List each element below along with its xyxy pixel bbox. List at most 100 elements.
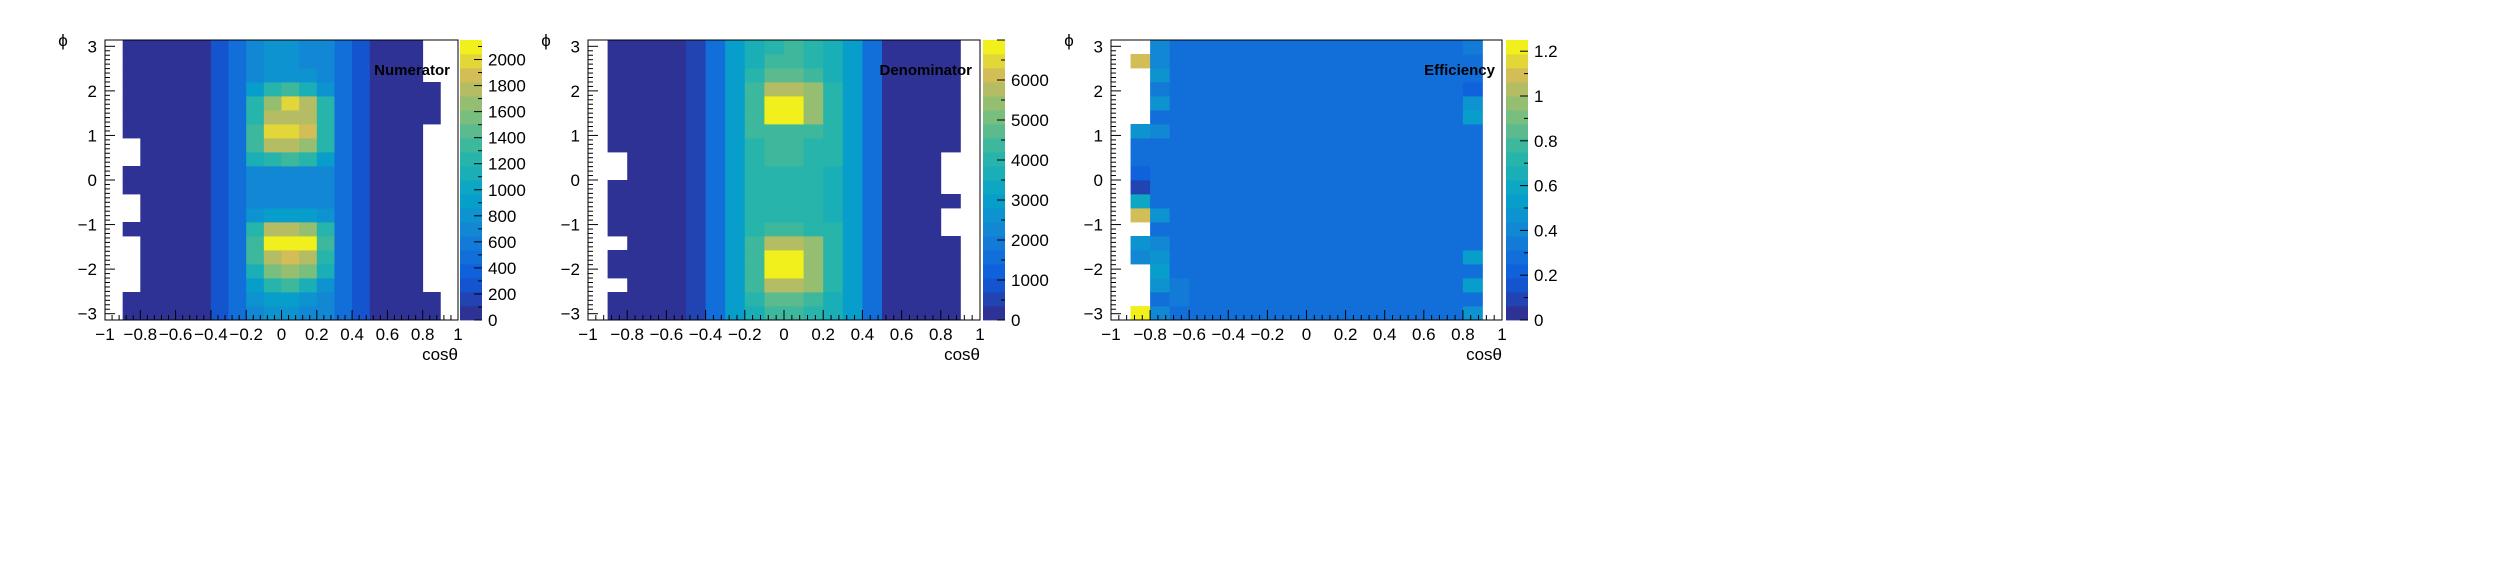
bin xyxy=(334,166,353,181)
bin xyxy=(1228,166,1249,181)
bin xyxy=(1384,180,1405,195)
bin xyxy=(1267,152,1288,167)
bin xyxy=(228,166,247,181)
bin xyxy=(299,180,318,195)
bin xyxy=(1404,264,1425,279)
bin xyxy=(725,250,746,265)
bin xyxy=(705,278,726,293)
bin xyxy=(607,138,628,153)
bin xyxy=(1423,152,1444,167)
bin xyxy=(387,40,406,55)
bin xyxy=(940,264,961,279)
x-tick-label: −0.2 xyxy=(728,325,762,344)
bin xyxy=(369,124,388,139)
bin xyxy=(1130,236,1151,251)
bin xyxy=(1443,96,1464,111)
bin xyxy=(1404,292,1425,307)
bin xyxy=(281,208,300,223)
bin xyxy=(1326,194,1346,209)
bin xyxy=(281,194,300,209)
bin xyxy=(901,166,922,181)
bin xyxy=(686,166,706,181)
bin xyxy=(627,40,648,55)
bin xyxy=(157,110,176,125)
bin xyxy=(193,264,212,279)
x-tick-label: −0.2 xyxy=(1251,325,1285,344)
bin xyxy=(1208,54,1229,69)
bin xyxy=(263,68,282,83)
bin xyxy=(316,166,335,181)
bin xyxy=(803,306,824,321)
bin xyxy=(1326,166,1346,181)
bin xyxy=(725,278,746,293)
bin xyxy=(882,208,902,223)
bin xyxy=(369,110,388,125)
histogram-title: Numerator xyxy=(374,62,450,79)
bin xyxy=(210,180,229,195)
bin xyxy=(1286,68,1307,83)
bin xyxy=(193,180,212,195)
bin xyxy=(299,110,318,125)
palette-band xyxy=(1506,194,1528,209)
bin xyxy=(1208,166,1229,181)
bin xyxy=(1384,40,1405,55)
bin xyxy=(842,96,863,111)
y-axis-title: ϕ xyxy=(58,31,68,50)
bin xyxy=(1247,236,1268,251)
bin xyxy=(334,194,353,209)
bin xyxy=(1443,194,1464,209)
bin xyxy=(1286,96,1307,111)
bin xyxy=(1150,180,1171,195)
bin xyxy=(627,82,648,97)
bin xyxy=(1306,180,1327,195)
bin xyxy=(387,194,406,209)
x-axis-title: cosθ xyxy=(1466,345,1502,364)
bin xyxy=(803,110,824,125)
bin xyxy=(686,264,706,279)
bin xyxy=(1169,194,1190,209)
bin xyxy=(263,40,282,55)
bin xyxy=(1189,166,1210,181)
bin xyxy=(140,194,159,209)
bin xyxy=(1326,40,1346,55)
bin xyxy=(1443,264,1464,279)
bin xyxy=(405,194,424,209)
bin xyxy=(1462,110,1483,125)
bin xyxy=(842,82,863,97)
bin xyxy=(334,82,353,97)
x-tick-label: 0 xyxy=(779,325,788,344)
bins xyxy=(122,40,441,321)
bin xyxy=(387,278,406,293)
bin xyxy=(157,194,176,209)
bin xyxy=(744,138,765,153)
y-axis-title: ϕ xyxy=(1064,31,1074,50)
x-tick-label: 1 xyxy=(453,325,462,344)
bin xyxy=(1228,54,1249,69)
bin xyxy=(246,208,265,223)
bin xyxy=(263,236,282,251)
palette-band xyxy=(460,54,482,69)
y-tick-label: 3 xyxy=(571,37,580,56)
bin xyxy=(842,68,863,83)
bin xyxy=(901,236,922,251)
bin xyxy=(1384,82,1405,97)
bin xyxy=(1365,124,1386,139)
histogram-title: Efficiency xyxy=(1424,62,1496,79)
bin xyxy=(175,292,194,307)
bin xyxy=(1189,68,1210,83)
bin xyxy=(607,208,628,223)
bin xyxy=(666,166,687,181)
palette-band xyxy=(983,222,1005,237)
bin xyxy=(1286,124,1307,139)
bin xyxy=(607,82,628,97)
bin xyxy=(862,152,883,167)
bin xyxy=(122,96,141,111)
bin xyxy=(387,110,406,125)
bin xyxy=(1443,40,1464,55)
bin xyxy=(334,222,353,237)
bin xyxy=(352,124,371,139)
bin xyxy=(784,166,804,181)
bin xyxy=(334,236,353,251)
bin xyxy=(299,306,318,321)
bin xyxy=(1462,138,1483,153)
